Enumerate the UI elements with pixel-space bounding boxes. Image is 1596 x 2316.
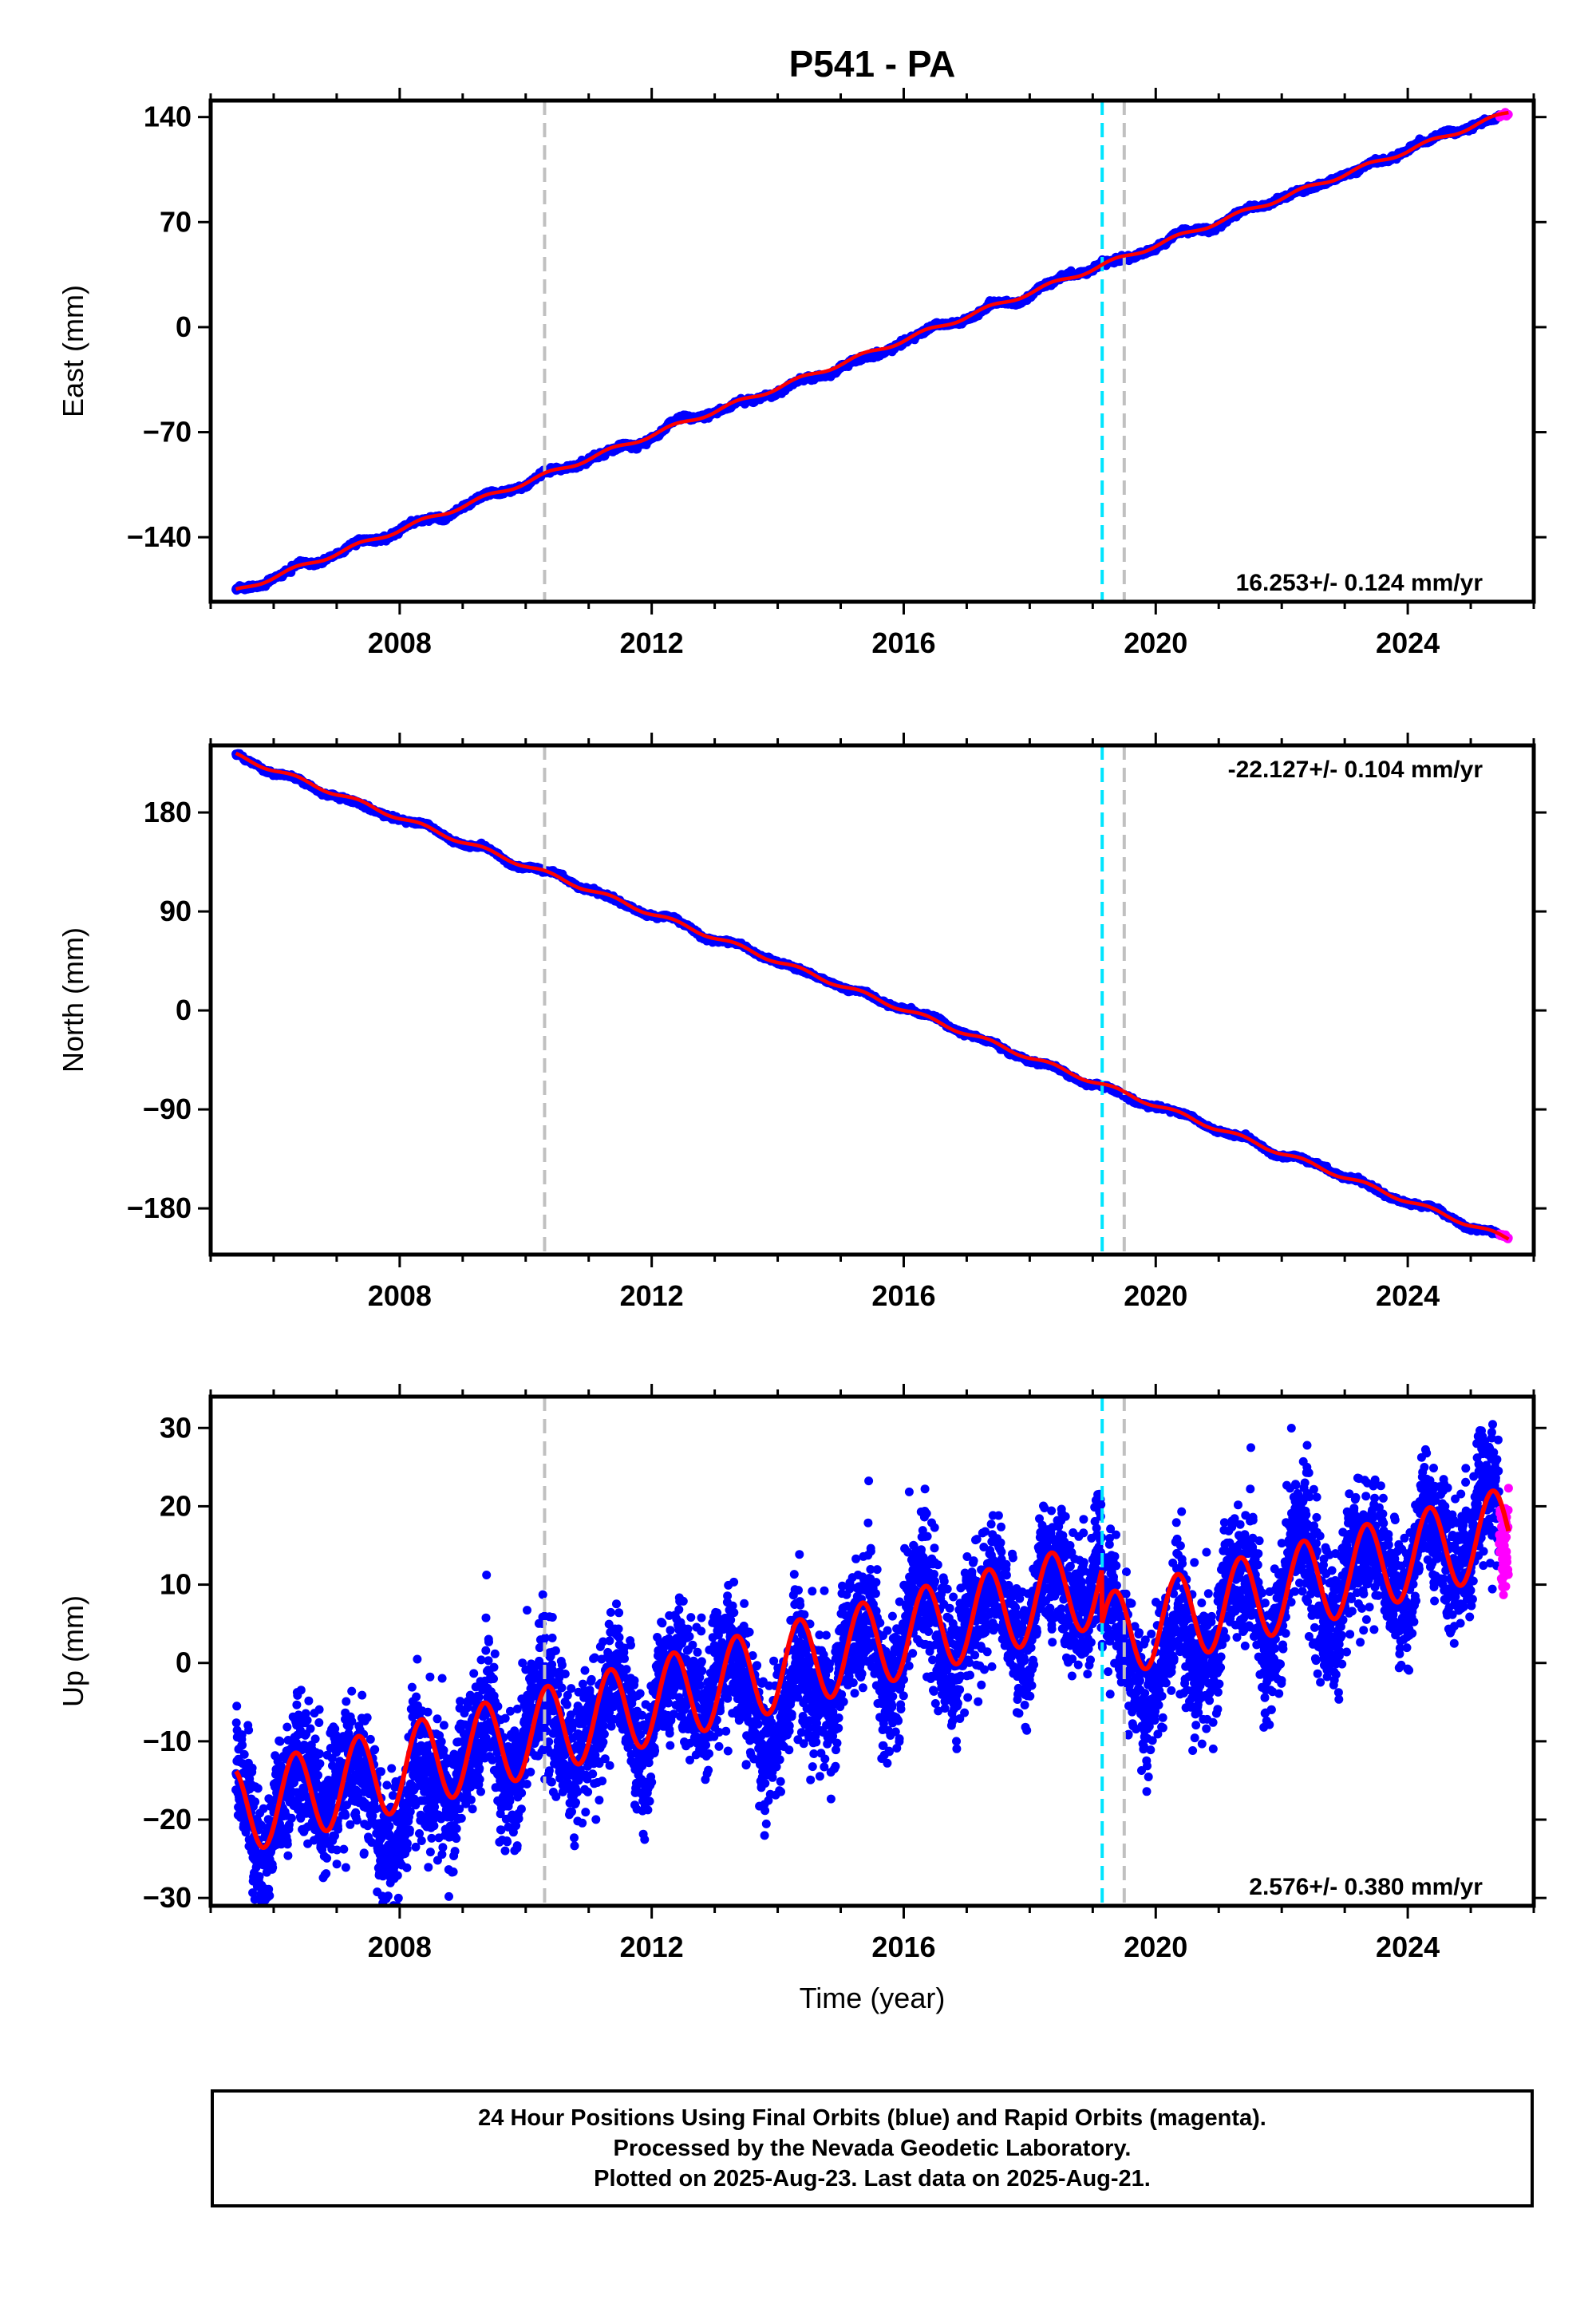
x-tick-label: 2020 [1124,626,1187,659]
x-tick-label: 2012 [620,626,684,659]
x-tick-label: 2008 [368,626,432,659]
y-tick-label: −70 [143,416,192,449]
y-tick-label: −140 [127,520,192,553]
east-rate-label: 16.253+/- 0.124 mm/yr [1236,570,1483,596]
east-y-axis-label: East (mm) [57,285,89,417]
chart-title: P541 - PA [789,43,956,85]
y-tick-label: 140 [144,101,192,133]
x-tick-label: 2024 [1376,626,1440,659]
y-tick-label: 70 [160,205,192,238]
east-panel: 2008 2012 2016 2020 2024 −140 −70 0 70 140 East (m… [57,88,1547,659]
x-tick-label: 2016 [871,626,935,659]
east-frame [208,98,1536,604]
east-model-line [235,110,1509,591]
y-tick-label: 0 [176,310,192,343]
